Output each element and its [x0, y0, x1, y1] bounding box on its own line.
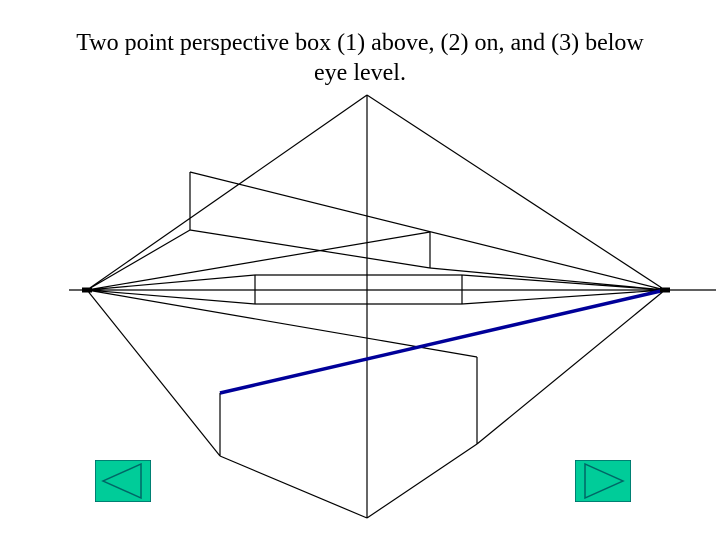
prev-button[interactable] [95, 460, 151, 502]
vanishing-point-left [82, 288, 92, 293]
seg-box2-bot-to-VL [87, 290, 255, 304]
seg-box3-bot-to-VL [87, 290, 220, 456]
seg-box3-F-bot-to-spine [220, 456, 367, 518]
vanishing-point-right [660, 288, 670, 293]
next-button[interactable] [575, 460, 631, 502]
seg-box1-bot-left-cont [190, 230, 430, 268]
seg-box1-bot-right-VR [430, 268, 665, 290]
seg-box2-top-to-VL [87, 275, 255, 290]
seg-box1-top-right [367, 95, 665, 290]
seg-box1-top-left [87, 95, 367, 290]
perspective-diagram [0, 0, 720, 540]
seg-box1-B-top-to-VR [190, 172, 665, 290]
seg-box3-G-bot-to-spine [367, 444, 477, 518]
highlight-edge [220, 290, 665, 393]
